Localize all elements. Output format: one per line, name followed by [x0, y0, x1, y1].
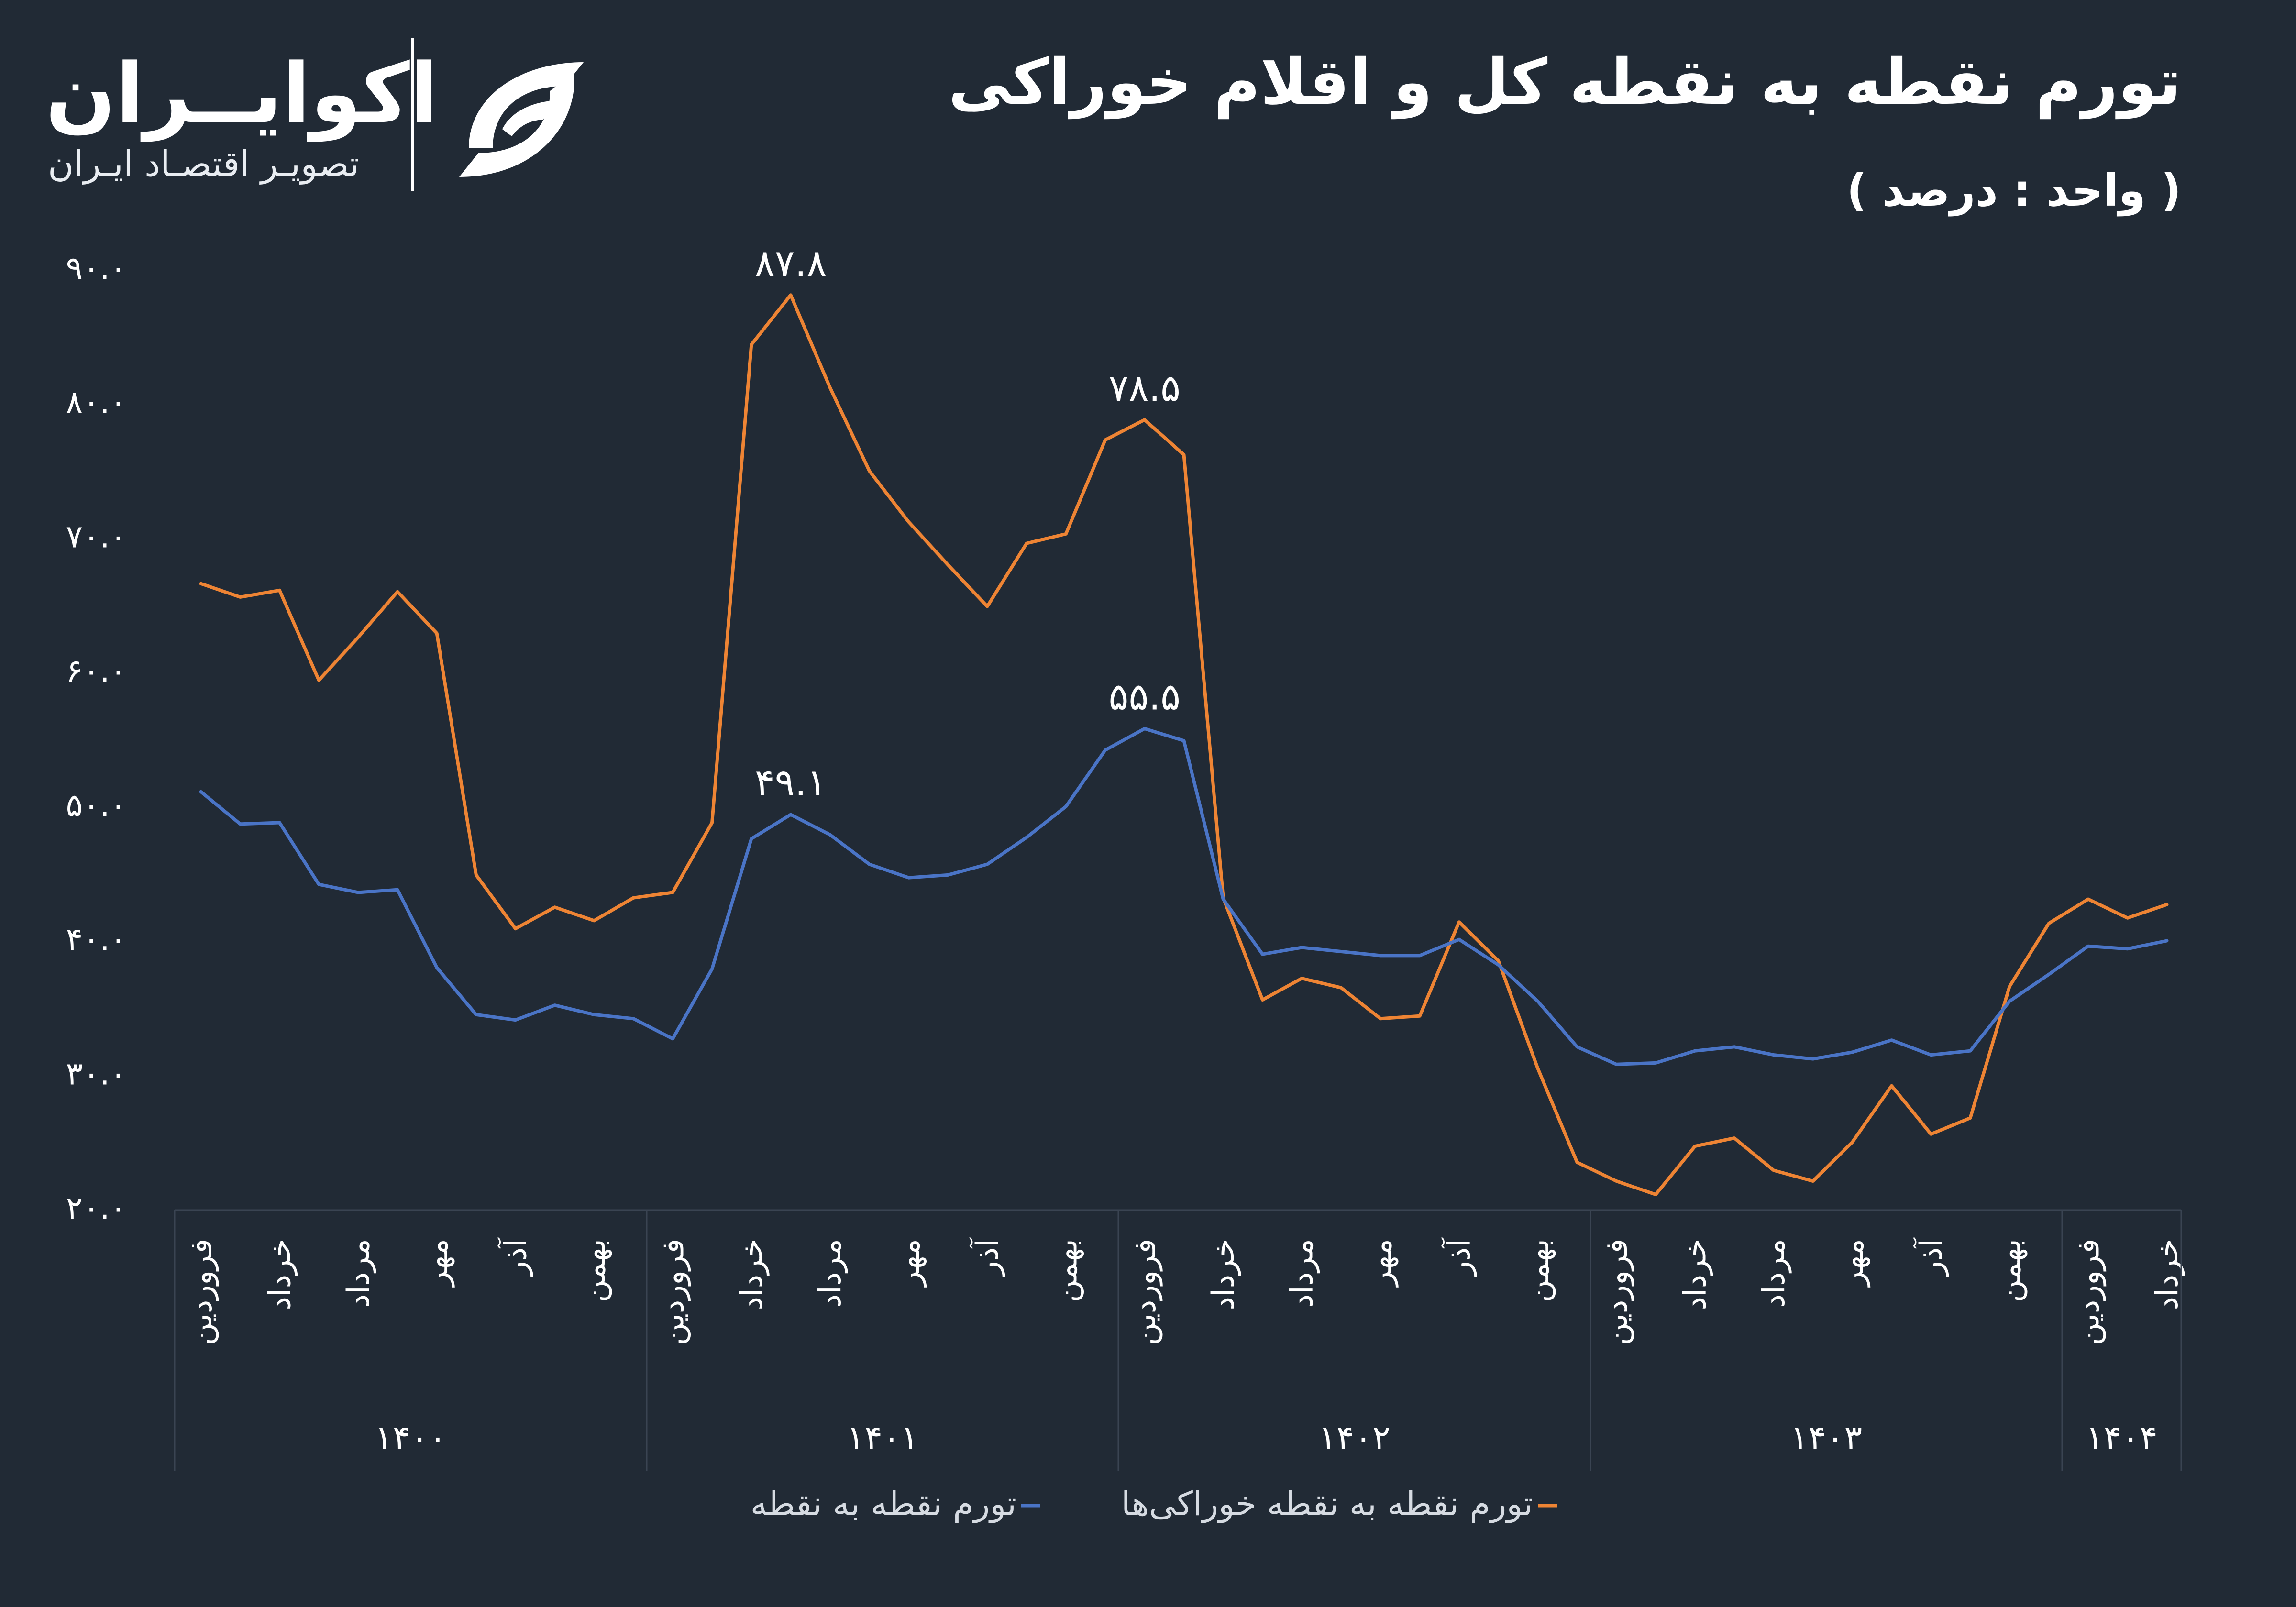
x-tick-label: فروردین — [655, 1239, 691, 1345]
legend-label-total: تورم نقطه به نقطه — [751, 1484, 1016, 1523]
data-label: ۸۷.۸ — [755, 242, 827, 285]
x-tick-label: مهر — [419, 1239, 455, 1288]
legend: تورم نقطه به نقطه خوراکی‌ها تورم نقطه به … — [751, 1484, 1557, 1523]
x-tick-label: خرداد — [734, 1239, 770, 1310]
year-label: ۱۴۰۳ — [1790, 1418, 1862, 1457]
y-tick-label: ۸۰.۰ — [66, 384, 127, 421]
x-tick-label: مهر — [892, 1239, 927, 1288]
x-tick-label: آذر — [1440, 1237, 1477, 1277]
y-axis: ۲۰.۰ ۳۰.۰ ۴۰.۰ ۵۰.۰ ۶۰.۰ ۷۰.۰ ۸۰.۰ ۹۰.۰ — [66, 250, 127, 1226]
year-label: ۱۴۰۲ — [1318, 1418, 1390, 1457]
x-tick-label: بهمن — [1521, 1239, 1556, 1302]
x-tick-label: فروردین — [2071, 1239, 2107, 1345]
data-label: ۷۸.۵ — [1109, 367, 1181, 410]
x-axis: فروردین خرداد مرداد مهر آذر بهمن فروردین خرداد م… — [174, 1209, 2185, 1471]
y-tick-label: ۲۰.۰ — [66, 1189, 127, 1226]
x-tick-label: بهمن — [1992, 1239, 2028, 1302]
y-tick-label: ۶۰.۰ — [66, 652, 127, 689]
x-tick-label: مرداد — [813, 1239, 848, 1308]
x-tick-label: بهمن — [577, 1239, 612, 1302]
y-tick-label: ۹۰.۰ — [66, 250, 127, 286]
data-label: ۵۵.۵ — [1109, 675, 1181, 718]
x-tick-label: مرداد — [1285, 1239, 1320, 1308]
y-tick-label: ۵۰.۰ — [66, 787, 127, 824]
year-label: ۱۴۰۱ — [847, 1418, 918, 1457]
x-tick-label: بهمن — [1049, 1239, 1084, 1302]
x-tick-label: مهر — [1835, 1239, 1870, 1288]
data-annotations: ۸۷.۸ ۷۸.۵ ۴۹.۱ ۵۵.۵ — [755, 242, 1181, 804]
x-tick-label: خرداد — [262, 1239, 298, 1310]
ecoiran-swoosh-icon — [459, 62, 584, 177]
year-label: ۱۴۰۰ — [375, 1418, 446, 1457]
y-tick-label: ۴۰.۰ — [66, 921, 127, 958]
x-tick-label: فروردین — [1127, 1239, 1163, 1345]
year-label: ۱۴۰۴ — [2086, 1418, 2157, 1457]
brand-divider — [411, 38, 414, 191]
y-tick-label: ۷۰.۰ — [66, 518, 127, 555]
x-tick-label: خرداد — [1206, 1239, 1241, 1310]
x-tick-label: فروردین — [1599, 1239, 1634, 1345]
y-tick-label: ۳۰.۰ — [66, 1055, 127, 1092]
x-tick-label: آذر — [969, 1237, 1005, 1277]
x-tick-label: مهر — [1363, 1239, 1399, 1288]
food-inflation-line — [199, 293, 2169, 1196]
x-tick-label: خرداد — [1678, 1239, 1713, 1310]
data-label: ۴۹.۱ — [755, 761, 827, 804]
brand-tagline: تصویـر اقتصـاد ایـران — [48, 143, 360, 185]
x-tick-label: مرداد — [341, 1239, 376, 1308]
chart-subtitle: ( واحد : درصد ) — [1846, 165, 2181, 216]
total-inflation-line — [199, 727, 2169, 1066]
chart-title: تورم نقطه به نقطه کل و اقلام خوراکی — [948, 45, 2181, 119]
brand-name: اکوایــران — [45, 45, 438, 142]
x-tick-label: آذر — [497, 1237, 534, 1277]
x-tick-label: مرداد — [1756, 1239, 1792, 1308]
x-tick-label: آذر — [1912, 1237, 1949, 1277]
x-tick-label: فروردین — [184, 1239, 219, 1345]
series-lines — [199, 293, 2169, 1196]
legend-label-food: تورم نقطه به نقطه خوراکی‌ها — [1121, 1484, 1533, 1523]
x-tick-label: خرداد — [2150, 1239, 2185, 1310]
